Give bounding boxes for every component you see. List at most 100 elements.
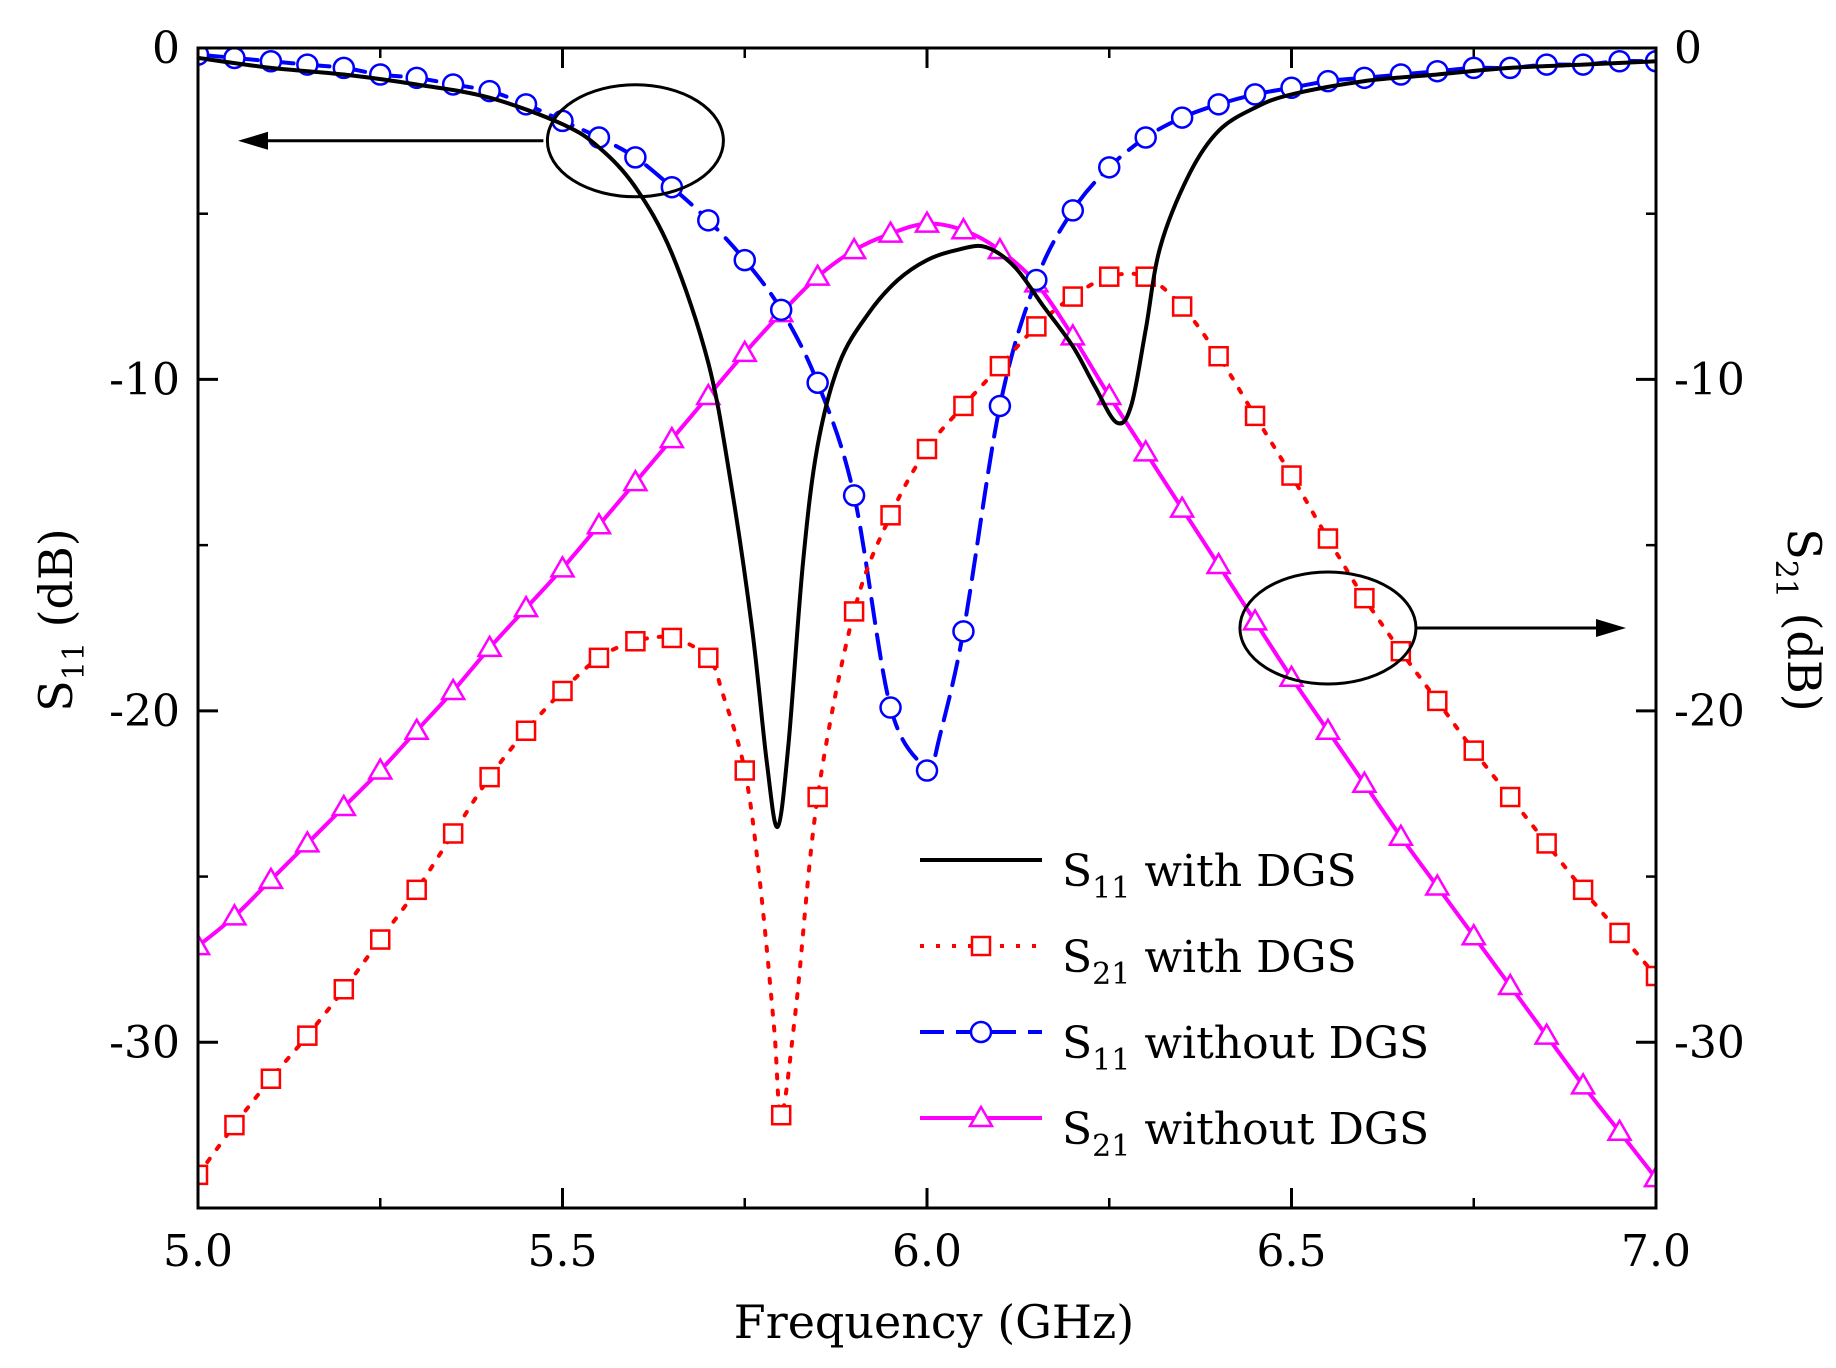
annotation-right: [1238, 570, 1626, 686]
data-point: [953, 395, 974, 417]
data-point: [1424, 873, 1451, 896]
data-point: [843, 601, 865, 622]
legend-marker: [970, 935, 992, 957]
y-left-tick-labels: 0 -10 -20 -30: [109, 23, 180, 1068]
data-point: [1497, 972, 1524, 996]
x-tick-label: 7.0: [1621, 1226, 1691, 1277]
x-tick-label: 6.5: [1257, 1226, 1327, 1277]
y-left-title-main: S: [29, 680, 83, 712]
data-point: [588, 647, 610, 669]
data-point: [1241, 607, 1269, 631]
legend-label: S21 without DGS: [1062, 1104, 1429, 1164]
y-left-axis-title: S11 (dB): [29, 528, 92, 711]
data-point: [1462, 56, 1485, 80]
y-left-tick-label: 0: [152, 23, 180, 74]
data-point: [734, 760, 755, 781]
y-right-tick-label: -30: [1674, 1017, 1745, 1068]
data-point: [294, 829, 321, 853]
y-right-tick-labels: 0 -10 -20 -30: [1674, 23, 1745, 1068]
data-point: [1569, 1071, 1597, 1095]
legend-entry-s11-without-dgs: S11 without DGS: [920, 1018, 1429, 1078]
data-point: [879, 696, 902, 719]
x-tick-label: 5.5: [528, 1226, 598, 1277]
y-right-tick-label: -10: [1674, 354, 1745, 405]
y-left-title-unit: (dB): [29, 528, 83, 642]
data-point: [625, 631, 646, 652]
data-point: [1354, 587, 1375, 609]
series-s11-with-dgs: [198, 55, 1656, 829]
annotations: [238, 83, 1626, 686]
series-s21-with-dgs: [198, 266, 1656, 1186]
data-point: [952, 620, 975, 643]
y-left-tick-label: -20: [109, 686, 180, 737]
data-point: [770, 1104, 792, 1126]
data-point: [989, 355, 1011, 377]
data-point: [439, 677, 467, 701]
y-right-title-sub: 21: [1768, 560, 1803, 598]
data-point: [1536, 833, 1557, 854]
data-point: [1533, 1022, 1560, 1045]
data-point: [988, 394, 1012, 418]
plot-series: [198, 48, 1656, 1188]
data-point: [1208, 345, 1229, 367]
y-left-tick-label: -30: [109, 1017, 180, 1068]
data-point: [403, 717, 430, 740]
data-point: [880, 505, 901, 526]
legend-entry-s21-without-dgs: S21 without DGS: [920, 1104, 1429, 1164]
series-s11-without-dgs: [198, 48, 1656, 782]
data-point: [552, 680, 573, 702]
data-point: [769, 298, 793, 322]
legend-marker: [967, 1104, 995, 1128]
data-point: [1572, 879, 1594, 901]
data-point: [1642, 1164, 1656, 1188]
y-right-tick-label: 0: [1674, 23, 1702, 74]
data-point: [1353, 66, 1376, 90]
data-point: [658, 425, 686, 449]
x-tick-label: 5.0: [163, 1226, 233, 1277]
data-point: [221, 902, 248, 926]
data-point: [1281, 465, 1302, 486]
x-tick-labels: 5.0 5.5 6.0 6.5 7.0: [163, 1226, 1691, 1277]
annotation-left: [238, 83, 725, 199]
data-point: [807, 786, 828, 808]
data-point: [913, 210, 941, 233]
data-point: [1427, 690, 1448, 712]
data-point: [1132, 438, 1159, 462]
data-point: [624, 146, 647, 169]
data-point: [198, 932, 212, 956]
data-point: [1062, 286, 1084, 307]
data-point: [198, 1164, 209, 1186]
data-point: [1463, 740, 1484, 761]
data-point: [370, 929, 391, 950]
y-left-title-sub: 11: [57, 642, 92, 680]
data-point: [1499, 786, 1521, 808]
data-point: [585, 511, 613, 535]
data-point: [479, 766, 500, 788]
data-point: [950, 216, 977, 240]
data-point: [1243, 83, 1267, 106]
data-point: [1099, 266, 1120, 287]
y-right-title-main: S: [1777, 528, 1831, 560]
data-point: [260, 1068, 282, 1089]
data-point: [842, 484, 866, 507]
annotation-arrowhead: [1596, 619, 1626, 637]
data-point: [733, 248, 756, 272]
data-point: [406, 879, 427, 901]
data-point: [1606, 1118, 1633, 1142]
data-point: [1244, 405, 1266, 427]
data-point: [698, 647, 719, 669]
data-point: [1389, 63, 1413, 86]
legend-marker: [969, 1020, 993, 1044]
data-point: [515, 720, 537, 741]
data-point: [549, 554, 576, 578]
series-s21-without-dgs: [198, 210, 1656, 1188]
data-point: [697, 209, 720, 232]
legend-label: S11 without DGS: [1062, 1018, 1429, 1078]
data-point: [877, 220, 904, 243]
data-point: [224, 1114, 245, 1136]
data-point: [1170, 106, 1194, 129]
tick-marks: [196, 46, 1658, 1208]
legend: S11 with DGS S21 with DGS S11 without DG…: [920, 846, 1429, 1164]
data-point: [806, 371, 829, 394]
